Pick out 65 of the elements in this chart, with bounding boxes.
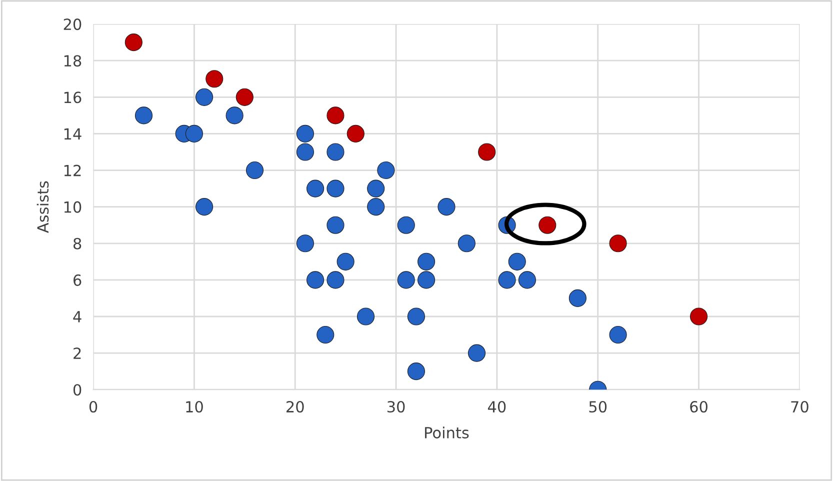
- y-tick-label: 12: [64, 164, 81, 176]
- point: [609, 234, 627, 252]
- point: [306, 180, 324, 198]
- point: [196, 88, 214, 106]
- x-tick-label: 70: [791, 400, 808, 413]
- point: [206, 70, 224, 88]
- x-tick-label: 20: [286, 400, 304, 413]
- point: [538, 216, 556, 234]
- point: [498, 271, 516, 289]
- x-tick-label: 10: [186, 400, 203, 413]
- point: [124, 34, 142, 52]
- point: [407, 308, 425, 326]
- y-tick-label: 4: [73, 311, 82, 322]
- point: [458, 234, 476, 252]
- y-axis-title: Assists: [36, 181, 49, 233]
- point: [296, 124, 314, 143]
- y-tick-label: 2: [74, 348, 81, 359]
- x-tick-label: 0: [89, 400, 98, 413]
- point: [418, 271, 436, 289]
- point: [568, 289, 586, 308]
- y-tick-label: 16: [64, 92, 82, 104]
- y-tick-label: 8: [74, 238, 82, 250]
- point: [346, 124, 364, 143]
- point: [367, 180, 385, 198]
- point: [196, 198, 214, 216]
- point: [609, 326, 627, 344]
- y-tick-label: 10: [64, 201, 82, 213]
- point: [296, 143, 314, 161]
- point: [518, 271, 536, 289]
- point: [356, 308, 375, 326]
- point: [296, 234, 314, 252]
- y-tick-label: 18: [64, 55, 82, 67]
- y-tick-label: 0: [73, 384, 82, 396]
- x-tick-label: 30: [387, 400, 405, 413]
- point: [226, 106, 244, 124]
- point: [377, 161, 395, 180]
- y-tick-label: 6: [74, 274, 82, 286]
- point: [438, 198, 456, 216]
- point: [326, 106, 344, 124]
- point: [236, 88, 254, 106]
- y-tick-label: 14: [64, 128, 82, 140]
- point: [690, 308, 708, 326]
- point: [336, 252, 354, 270]
- x-tick-label: 60: [690, 400, 708, 413]
- x-axis-title: Points: [425, 426, 469, 438]
- x-tick-label: 40: [488, 400, 506, 413]
- point: [246, 161, 264, 180]
- point: [306, 271, 324, 289]
- point: [508, 252, 526, 270]
- point: [326, 271, 344, 289]
- point: [326, 143, 344, 161]
- x-tick-label: 50: [589, 400, 607, 413]
- point: [468, 344, 486, 362]
- point: [397, 216, 415, 234]
- point: [326, 180, 344, 198]
- point: [418, 252, 436, 270]
- point: [407, 362, 425, 380]
- point: [397, 271, 415, 289]
- point: [478, 143, 496, 161]
- point: [134, 106, 153, 124]
- point: [326, 216, 344, 234]
- y-tick-label: 20: [64, 18, 82, 30]
- point: [367, 198, 385, 216]
- point: [316, 326, 334, 344]
- point: [185, 124, 203, 143]
